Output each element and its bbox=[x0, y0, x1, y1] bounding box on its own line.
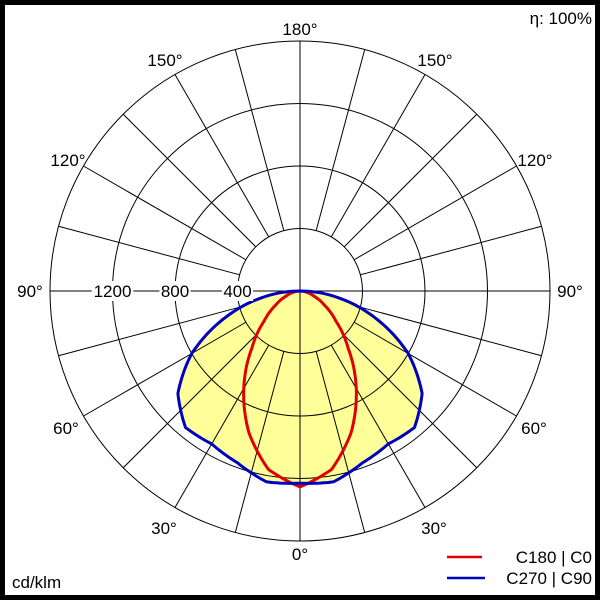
angle-label-left: 60° bbox=[53, 419, 79, 438]
angle-spoke bbox=[122, 113, 257, 248]
angle-spoke bbox=[353, 165, 517, 261]
angle-label-180: 180° bbox=[282, 20, 317, 39]
angle-spoke bbox=[330, 74, 426, 238]
angle-label-90-right: 90° bbox=[557, 282, 583, 301]
angle-spoke bbox=[360, 306, 542, 357]
radial-tick-label: 400 bbox=[223, 282, 251, 301]
angle-spoke bbox=[58, 225, 240, 276]
angle-label-left: 30° bbox=[151, 519, 177, 538]
angle-spoke bbox=[122, 334, 257, 469]
legend-label-c0: C180 | C0 bbox=[516, 548, 592, 567]
polar-grid bbox=[49, 40, 551, 542]
angle-label-right: 30° bbox=[421, 519, 447, 538]
angle-spoke bbox=[58, 306, 240, 357]
curve-c0-c180 bbox=[242, 289, 358, 489]
angle-spoke bbox=[315, 351, 366, 533]
angle-label-left: 150° bbox=[147, 51, 182, 70]
chart-area: 400 800 1200 90° 90° 150° 120° 60° 30° 150° 120° 60… bbox=[5, 5, 595, 595]
angle-label-right: 60° bbox=[521, 419, 547, 438]
angle-spoke bbox=[174, 344, 270, 508]
legend: C180 | C0 C270 | C90 bbox=[447, 548, 592, 588]
angle-labels: 400 800 1200 90° 90° 150° 120° 60° 30° 150° 120° 60… bbox=[10, 51, 583, 538]
legend-label-c90: C270 | C90 bbox=[506, 569, 592, 588]
angle-spoke bbox=[315, 49, 366, 231]
angle-spoke bbox=[360, 225, 542, 276]
radial-tick-label: 1200 bbox=[94, 282, 132, 301]
unit-label: cd/klm bbox=[12, 573, 61, 592]
radial-tick-label: 800 bbox=[161, 282, 189, 301]
efficiency-label: η: 100% bbox=[530, 9, 592, 28]
angle-spoke bbox=[330, 344, 426, 508]
angle-spoke bbox=[234, 49, 285, 231]
angle-label-90-left: 90° bbox=[17, 282, 43, 301]
angle-spoke bbox=[83, 165, 247, 261]
angle-spoke bbox=[343, 334, 478, 469]
angle-label-right: 150° bbox=[417, 51, 452, 70]
polar-plot: 400 800 1200 90° 90° 150° 120° 60° 30° 150° 120° 60… bbox=[10, 9, 592, 592]
angle-spoke bbox=[174, 74, 270, 238]
angle-label-left: 120° bbox=[50, 151, 85, 170]
angle-spoke bbox=[83, 321, 247, 417]
angle-spoke bbox=[234, 351, 285, 533]
angle-label-right: 120° bbox=[517, 151, 552, 170]
angle-spoke bbox=[353, 321, 517, 417]
angle-spoke bbox=[343, 113, 478, 248]
curve-c90-c270 bbox=[176, 289, 424, 485]
light-curves bbox=[176, 289, 424, 489]
angle-label-0: 0° bbox=[292, 545, 308, 564]
